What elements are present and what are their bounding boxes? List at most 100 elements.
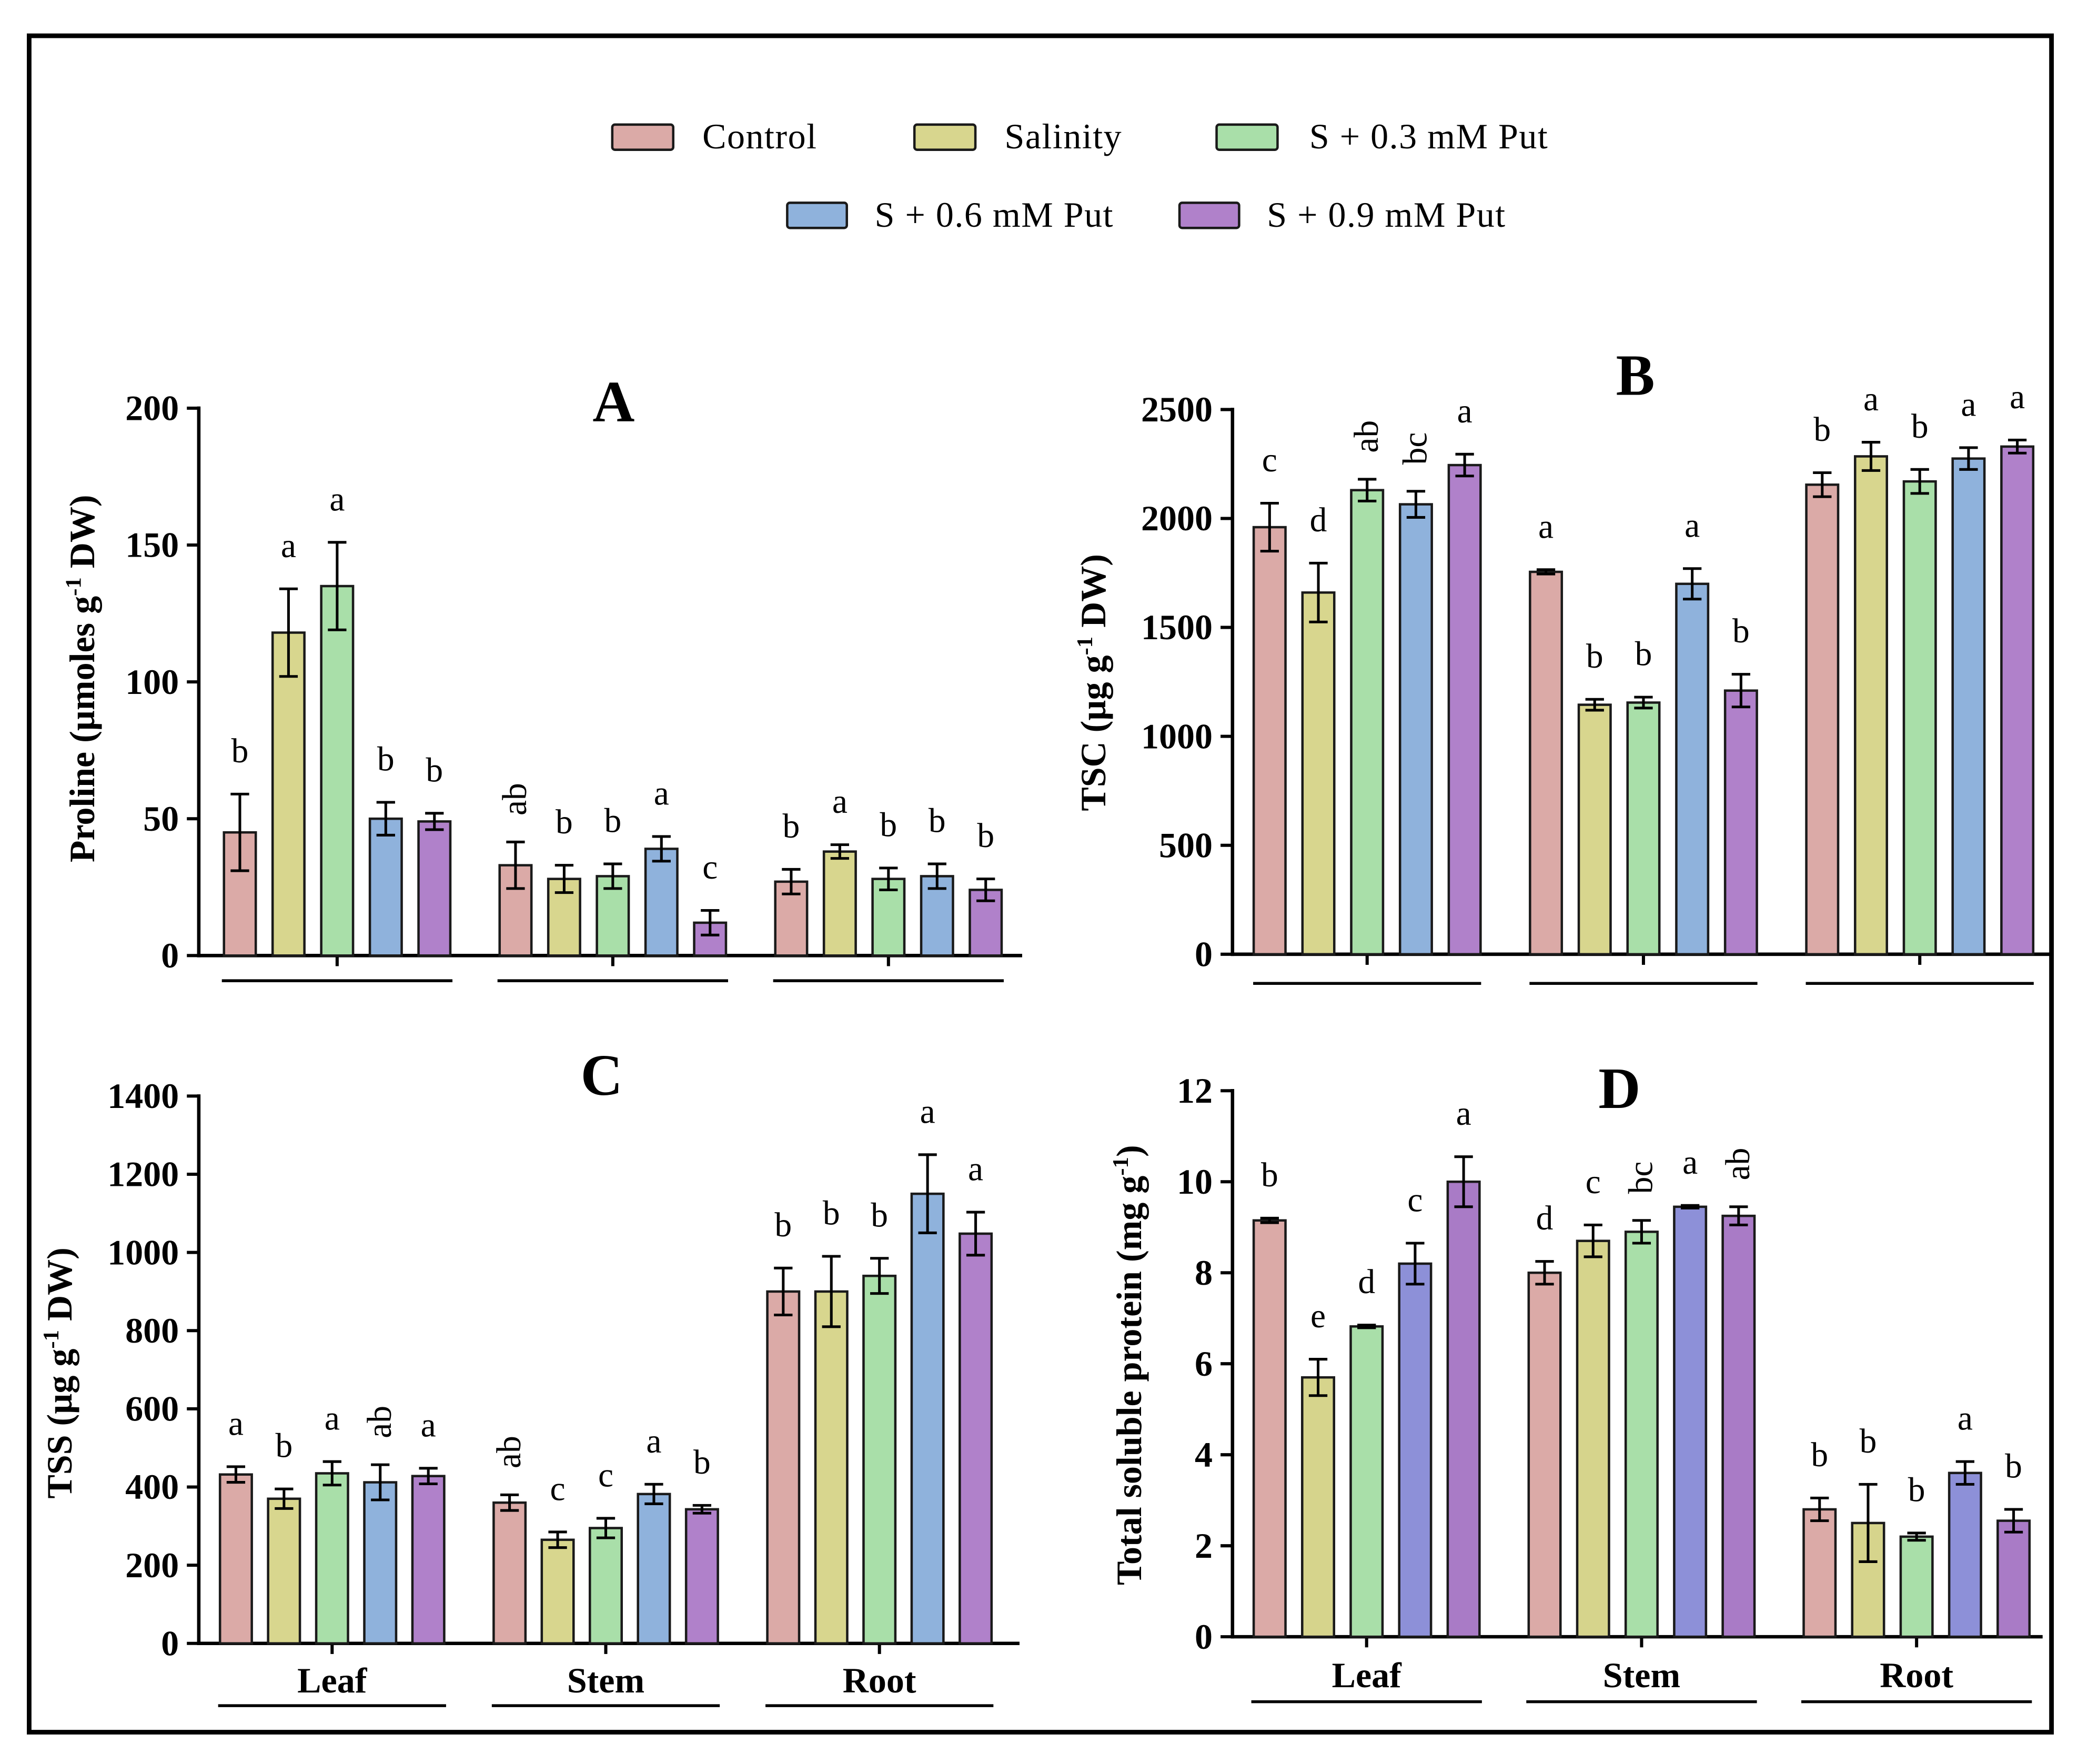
legend-swatch-s-0-9-mm-put bbox=[1178, 201, 1240, 229]
panel-title: A bbox=[592, 369, 634, 434]
error-bar-s-0-9-mm-put-root bbox=[966, 1211, 985, 1257]
y-tick-label: 12 bbox=[1177, 1071, 1213, 1111]
significance-letter-control-root: b bbox=[774, 1206, 792, 1244]
error-bar-salinity-root bbox=[1859, 1483, 1878, 1563]
error-bar-control-root bbox=[774, 1266, 793, 1317]
bar-s-0-6-mm-put-leaf bbox=[1398, 503, 1433, 956]
legend-swatch-s-0-3-mm-put bbox=[1215, 123, 1279, 151]
error-bar-s-0-9-mm-put-leaf bbox=[1454, 1155, 1473, 1208]
bar-s-0-3-mm-put-stem bbox=[1624, 1231, 1659, 1638]
legend-label-s-0-3-mm-put: S + 0.3 mM Put bbox=[1309, 116, 1548, 156]
bar-control-stem bbox=[492, 1501, 527, 1645]
significance-letter-s-0-9-mm-put-root: b bbox=[2005, 1448, 2022, 1486]
significance-letter-salinity-stem: b bbox=[1586, 638, 1603, 676]
bar-control-leaf bbox=[1252, 1219, 1287, 1638]
error-bar-salinity-root bbox=[1861, 441, 1881, 472]
significance-letter-salinity-leaf: b bbox=[275, 1427, 292, 1465]
error-bar-salinity-root bbox=[830, 843, 850, 860]
bar-s-0-9-mm-put-root bbox=[959, 1232, 993, 1645]
bar-s-0-9-mm-put-leaf bbox=[1446, 1180, 1481, 1638]
significance-letter-s-0-3-mm-put-root: b bbox=[880, 806, 897, 844]
significance-letter-control-stem: d bbox=[1536, 1199, 1554, 1237]
significance-letter-s-0-9-mm-put-leaf: b bbox=[426, 751, 443, 789]
error-bar-control-stem bbox=[1536, 568, 1556, 576]
significance-letter-s-0-9-mm-put-root: b bbox=[977, 817, 994, 855]
bar-s-0-6-mm-put-root bbox=[1951, 457, 1986, 956]
bar-salinity-stem bbox=[1577, 703, 1612, 956]
y-tick-label: 6 bbox=[1195, 1344, 1213, 1384]
y-axis-label-text: Proline (µmoles g bbox=[62, 596, 102, 862]
bar-s-0-6-mm-put-stem bbox=[1673, 1205, 1708, 1638]
significance-letter-control-root: b bbox=[1811, 1436, 1828, 1474]
error-bar-salinity-leaf bbox=[1309, 561, 1328, 623]
significance-letter-s-0-6-mm-put-leaf: bc bbox=[1397, 432, 1435, 465]
bar-s-0-9-mm-put-leaf bbox=[417, 820, 452, 957]
bar-s-0-9-mm-put-root bbox=[1996, 1519, 2031, 1638]
error-bar-s-0-3-mm-put-stem bbox=[603, 862, 622, 890]
bar-control-root bbox=[1802, 1508, 1837, 1638]
bar-salinity-leaf bbox=[1301, 591, 1336, 956]
error-bar-s-0-9-mm-put-root bbox=[2004, 1508, 2023, 1534]
y-tick-label: 1000 bbox=[1141, 716, 1213, 756]
error-bar-s-0-3-mm-put-stem bbox=[596, 1517, 616, 1539]
y-axis-label-superscript: -1 bbox=[1108, 1157, 1133, 1176]
error-bar-control-stem bbox=[500, 1493, 519, 1512]
y-tick-label: 100 bbox=[125, 662, 179, 702]
error-bar-salinity-leaf bbox=[279, 587, 298, 678]
error-bar-s-0-3-mm-put-root bbox=[1907, 1531, 1926, 1542]
error-bar-control-leaf bbox=[1260, 501, 1279, 553]
bar-salinity-stem bbox=[1576, 1239, 1610, 1638]
legend: Control Salinity S + 0.3 mM Put S + 0.6 … bbox=[611, 116, 1548, 235]
error-bar-s-0-6-mm-put-leaf bbox=[376, 801, 395, 836]
y-axis-label-text: TSC (µg g bbox=[1073, 656, 1113, 811]
significance-letter-s-0-6-mm-put-root: b bbox=[929, 802, 946, 840]
error-bar-s-0-6-mm-put-leaf bbox=[371, 1463, 390, 1501]
error-bar-salinity-stem bbox=[548, 1530, 567, 1549]
x-tick-label-root: Root bbox=[843, 1660, 916, 1700]
y-tick-label: 1000 bbox=[107, 1232, 179, 1272]
error-bar-control-leaf bbox=[226, 1465, 246, 1484]
significance-letter-salinity-root: b bbox=[823, 1195, 840, 1233]
significance-letter-s-0-6-mm-put-stem: a bbox=[1682, 1144, 1698, 1182]
legend-swatch-control bbox=[611, 123, 674, 151]
significance-letter-control-leaf: b bbox=[1261, 1156, 1278, 1194]
error-bar-control-root bbox=[1810, 1496, 1829, 1523]
significance-letter-s-0-3-mm-put-stem: b bbox=[1635, 636, 1652, 673]
y-axis-label-superscript: -1 bbox=[1073, 637, 1097, 656]
error-bar-s-0-9-mm-put-stem bbox=[1729, 1205, 1748, 1226]
significance-letter-s-0-6-mm-put-root: a bbox=[1958, 1400, 1973, 1438]
significance-letter-control-leaf: a bbox=[228, 1405, 244, 1443]
y-axis-label: Proline (µmoles g-1 DW) bbox=[62, 495, 102, 862]
y-tick-label: 500 bbox=[1159, 825, 1213, 865]
significance-letter-s-0-9-mm-put-root: a bbox=[968, 1151, 983, 1188]
significance-letter-s-0-6-mm-put-leaf: b bbox=[377, 741, 395, 779]
bar-s-0-6-mm-put-stem bbox=[644, 848, 679, 957]
y-tick-label: 1400 bbox=[107, 1076, 179, 1116]
error-bar-s-0-9-mm-put-root bbox=[976, 878, 995, 902]
bar-control-leaf bbox=[218, 1473, 253, 1645]
error-bar-s-0-3-mm-put-leaf bbox=[1357, 1324, 1376, 1329]
bar-salinity-leaf bbox=[267, 1497, 301, 1645]
error-bar-salinity-stem bbox=[554, 864, 574, 894]
legend-item-control: Control bbox=[611, 116, 816, 156]
x-tick-label-stem: Stem bbox=[1603, 1655, 1680, 1695]
significance-letter-salinity-stem: c bbox=[550, 1470, 566, 1508]
y-tick-label: 400 bbox=[125, 1467, 179, 1507]
y-tick-label: 1200 bbox=[107, 1154, 179, 1194]
panel-d-total-soluble-protein-chart: D Total soluble protein (mg g-1) 0 2 4 6 8 10 12… bbox=[1108, 1056, 2043, 1703]
error-bar-s-0-3-mm-put-stem bbox=[1634, 695, 1653, 710]
legend-item-s-0-3-mm-put: S + 0.3 mM Put bbox=[1215, 116, 1548, 156]
bar-control-stem bbox=[1529, 570, 1563, 956]
panel-c-tss-chart: C TSS (µg g-1 DW) 0 200 400 600 800 1000 1200 140… bbox=[39, 1043, 1020, 1707]
y-tick-label: 50 bbox=[143, 799, 179, 839]
panel-title: D bbox=[1598, 1056, 1640, 1121]
bar-s-0-3-mm-put-leaf bbox=[1349, 1325, 1384, 1638]
bar-salinity-root bbox=[814, 1290, 849, 1645]
significance-letter-control-root: b bbox=[1813, 411, 1831, 449]
error-bar-salinity-leaf bbox=[275, 1487, 294, 1510]
significance-letter-s-0-3-mm-put-leaf: a bbox=[325, 1400, 340, 1438]
panel-title: C bbox=[581, 1043, 623, 1107]
significance-letter-s-0-9-mm-put-leaf: a bbox=[1457, 392, 1472, 430]
